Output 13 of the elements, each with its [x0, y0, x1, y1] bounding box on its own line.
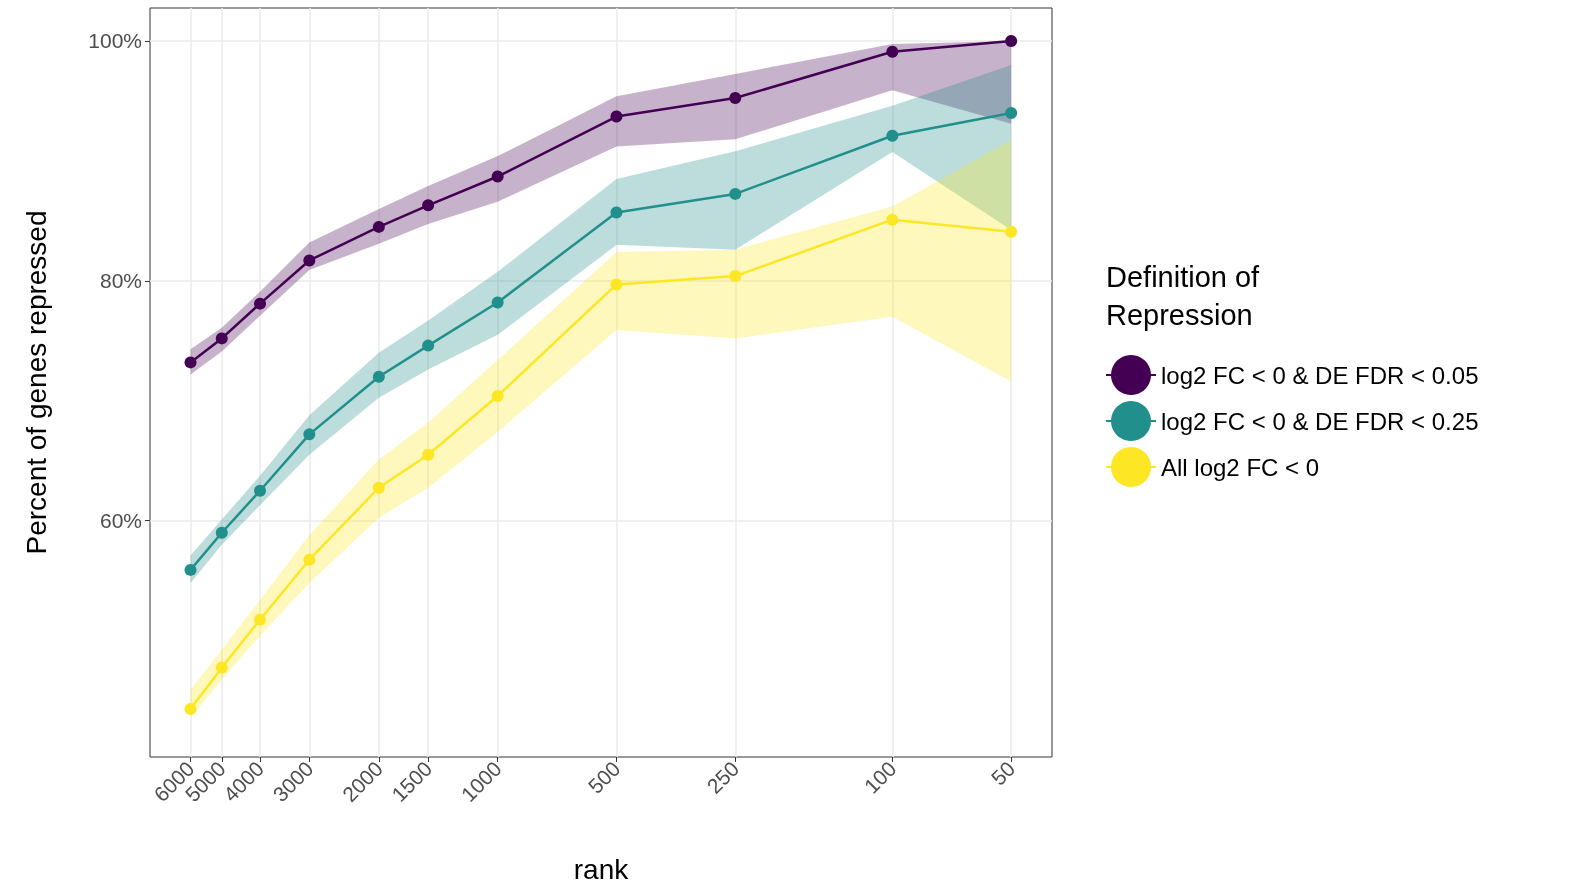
x-tick-label: 100: [859, 756, 901, 798]
legend-title: Definition of Repression: [1106, 261, 1261, 331]
legend-label: log2 FC < 0 & DE FDR < 0.25: [1161, 407, 1479, 435]
y-tick-label: 100%: [88, 29, 142, 53]
x-tick-label: 250: [702, 756, 744, 798]
x-tick-label: 50: [986, 756, 1020, 790]
legend-label: All log2 FC < 0: [1161, 453, 1320, 481]
legend-label: log2 FC < 0 & DE FDR < 0.05: [1161, 361, 1479, 389]
x-tick-label: 500: [583, 756, 625, 798]
y-axis-title: Percent of genes repressed: [20, 210, 52, 555]
x-axis-title: rank: [573, 853, 630, 885]
y-tick-label: 60%: [99, 509, 142, 533]
y-tick-label: 80%: [99, 269, 142, 293]
